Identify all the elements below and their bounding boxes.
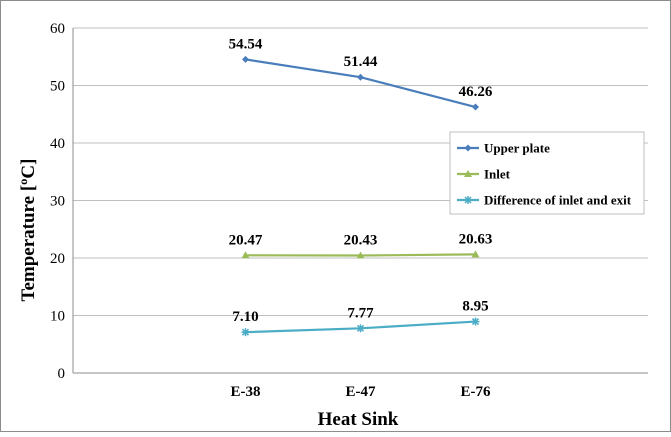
data-point xyxy=(471,250,480,258)
legend-label: Difference of inlet and exit xyxy=(484,193,632,208)
legend-marker xyxy=(464,196,472,204)
legend-item-1: Inlet xyxy=(457,167,511,182)
y-tick-label: 50 xyxy=(50,79,65,95)
data-label: 46.26 xyxy=(459,84,493,100)
data-label: 20.63 xyxy=(459,231,493,247)
series-group xyxy=(241,55,480,337)
y-tick-label: 20 xyxy=(50,251,65,267)
data-point xyxy=(356,251,365,259)
legend-label: Upper plate xyxy=(484,141,550,156)
y-tick-label: 0 xyxy=(58,366,66,382)
legend-marker xyxy=(464,144,472,152)
x-axis-title: Heat Sink xyxy=(318,409,399,430)
gridlines xyxy=(73,27,648,316)
data-label: 8.95 xyxy=(462,299,488,315)
y-tick-label: 60 xyxy=(50,21,65,37)
legend: Upper plate Inlet Difference of inlet and … xyxy=(449,131,645,215)
data-point xyxy=(241,251,250,259)
x-tick-label: E-38 xyxy=(231,384,261,400)
data-label: 20.43 xyxy=(344,233,378,249)
data-label: 51.44 xyxy=(344,54,378,70)
y-tick-label: 40 xyxy=(50,136,65,152)
data-labels: 54.54 51.44 46.26 20.47 20.43 20.63 7.10 7.77 8.… xyxy=(229,36,493,325)
y-tick-label: 30 xyxy=(50,194,65,210)
x-tick-label: E-47 xyxy=(346,384,377,400)
data-label: 7.77 xyxy=(347,305,374,321)
data-point xyxy=(242,55,249,63)
data-point xyxy=(241,328,250,337)
data-label: 7.10 xyxy=(232,309,258,325)
y-axis-title: Temperature [ºC] xyxy=(18,159,39,302)
axes: 0 10 20 30 40 50 60 E-38 E-47 E-76 xyxy=(50,21,648,400)
legend-item-2: Difference of inlet and exit xyxy=(457,193,632,208)
legend-label: Inlet xyxy=(484,167,511,182)
y-tick-label: 10 xyxy=(50,309,65,325)
data-point xyxy=(471,317,480,326)
legend-marker xyxy=(464,170,472,177)
legend-item-0: Upper plate xyxy=(457,141,550,156)
data-label: 20.47 xyxy=(229,232,263,248)
data-point xyxy=(357,73,364,81)
data-label: 54.54 xyxy=(229,36,263,52)
legend-box xyxy=(449,131,645,215)
x-tick-label: E-76 xyxy=(461,384,492,400)
data-point xyxy=(356,324,365,333)
data-point xyxy=(472,103,479,111)
